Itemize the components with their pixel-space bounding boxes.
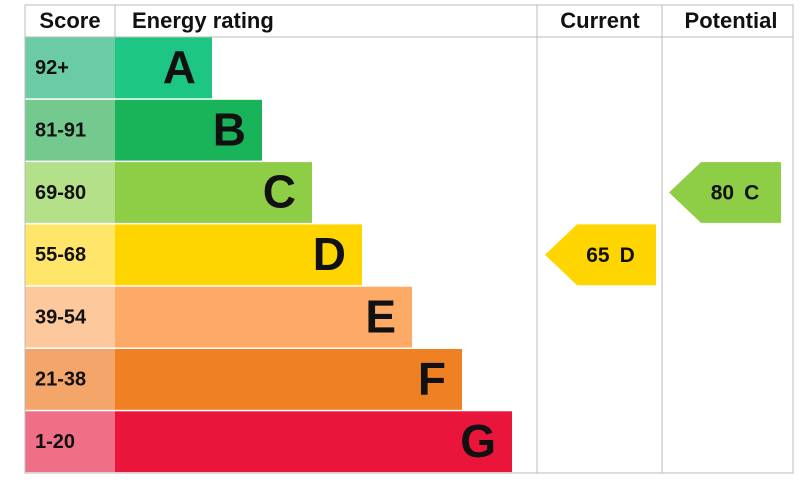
score-label: 92+ xyxy=(35,57,69,79)
header-rating: Energy rating xyxy=(132,8,274,33)
rating-bar xyxy=(115,99,262,161)
score-cell xyxy=(25,224,115,286)
score-cell xyxy=(25,37,115,99)
score-label: 69-80 xyxy=(35,182,86,204)
header-potential: Potential xyxy=(685,8,778,33)
rating-letter: G xyxy=(460,415,496,467)
frame xyxy=(24,4,794,474)
score-label: 21-38 xyxy=(35,369,86,391)
score-label: 81-91 xyxy=(35,119,86,141)
rating-letter: F xyxy=(418,353,446,405)
current-arrow xyxy=(545,224,656,286)
potential-arrow xyxy=(669,162,781,223)
score-cell xyxy=(25,349,115,410)
score-cell xyxy=(25,411,115,473)
score-label: 55-68 xyxy=(35,244,86,266)
score-cell xyxy=(25,162,115,223)
rating-bar xyxy=(115,286,412,348)
score-label: 1-20 xyxy=(35,431,75,453)
score-cell xyxy=(25,286,115,348)
current-label: 65 D xyxy=(586,243,635,266)
potential-rating: C xyxy=(744,181,759,204)
rating-bar xyxy=(115,37,212,99)
current-value: 65 xyxy=(586,243,610,266)
current-rating: D xyxy=(620,243,635,266)
rating-letter: B xyxy=(213,103,246,155)
score-label: 39-54 xyxy=(35,306,87,328)
score-cell xyxy=(25,99,115,161)
rating-letter: A xyxy=(163,41,196,93)
rating-bar xyxy=(115,162,312,223)
header-score: Score xyxy=(39,8,100,33)
rating-letter: C xyxy=(263,166,296,218)
potential-value: 80 xyxy=(711,181,734,204)
rating-bar xyxy=(115,411,512,473)
rating-bar xyxy=(115,224,362,286)
rating-letter: D xyxy=(313,228,346,280)
header-current: Current xyxy=(560,8,640,33)
rating-letter: E xyxy=(365,290,396,342)
rating-bar xyxy=(115,349,462,410)
potential-label: 80 C xyxy=(711,181,760,204)
